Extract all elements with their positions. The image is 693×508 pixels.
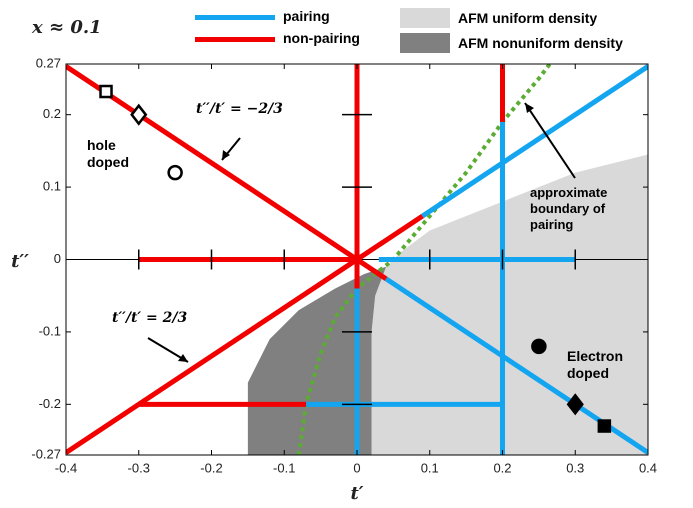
x-axis-label: t′ [350,483,363,504]
annotation: approximate boundary of pairing [530,185,608,232]
marker [167,164,183,181]
chart-title: x ≈ 0.1 [31,17,102,38]
marker [597,419,612,433]
arrow-head [222,150,230,160]
marker [566,393,584,416]
legend-label: non-pairing [283,30,360,46]
x-tick-label: 0.1 [421,460,439,475]
segment [66,64,359,262]
legend-label: pairing [283,8,330,24]
region [371,154,648,455]
annotation: hole doped [87,137,129,170]
segment [66,257,359,455]
y-tick-label: 0.1 [43,179,61,194]
y-tick-label: 0.2 [43,106,61,121]
y-axis-label: t′′ [11,251,29,272]
annotation: t′′/t′ = 2/3 [112,310,188,326]
x-tick-label: -0.2 [200,460,222,475]
x-tick-label: 0 [353,460,360,475]
x-tick-label: -0.4 [55,460,77,475]
legend-swatch [195,15,275,20]
segment [421,64,648,219]
marker [130,103,148,126]
overlay [147,102,576,363]
y-tick-label: 0.27 [36,55,61,70]
x-tick-label: -0.1 [273,460,295,475]
arrow-head [525,103,534,113]
annotation: Electron doped [567,348,624,381]
marker [99,84,113,99]
marker [531,338,547,355]
arrow [524,102,576,179]
y-tick-label: -0.1 [39,323,61,338]
legend-label: AFM uniform density [458,10,598,26]
plot-frame [65,63,649,456]
legend-swatch [400,33,450,53]
arrow-head [178,354,188,362]
annotation: t′′/t′ = −2/3 [196,101,283,117]
legend-swatch [400,8,450,28]
plot-area [66,64,648,455]
y-tick-label: -0.2 [39,396,61,411]
region [247,266,387,455]
legend-label: AFM nonuniform density [458,35,623,51]
y-tick-label: 0 [54,251,61,266]
y-tick-label: -0.27 [31,446,61,461]
x-tick-label: 0.4 [639,460,657,475]
x-tick-label: -0.3 [128,460,150,475]
legend-swatch [195,37,275,42]
segment [355,213,424,262]
segment [355,257,388,281]
x-tick-label: 0.3 [566,460,584,475]
x-tick-label: 0.2 [493,460,511,475]
